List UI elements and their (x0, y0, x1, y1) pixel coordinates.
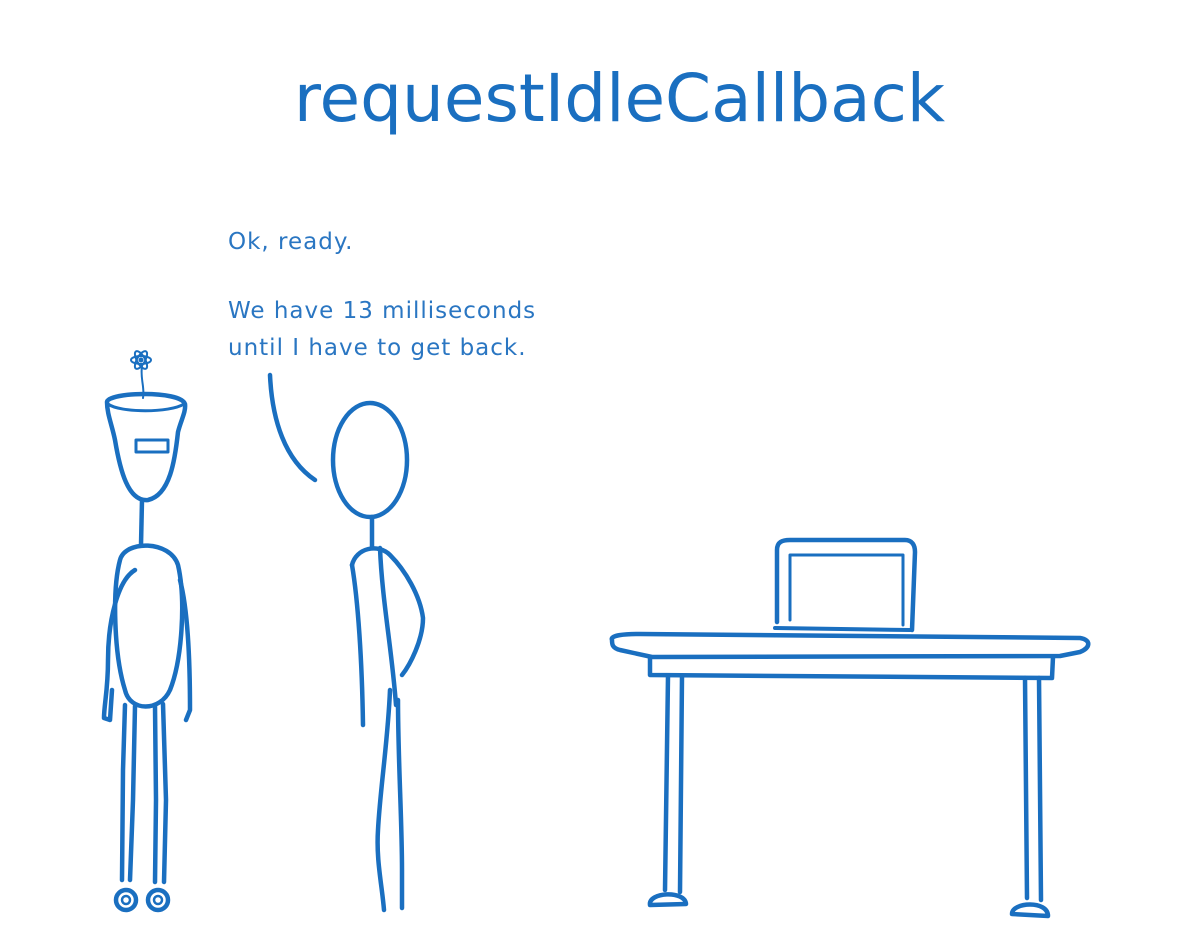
desk-with-laptop (609, 537, 1091, 919)
speech-text-time: We have 13 milliseconds until I have to … (228, 293, 536, 367)
person-figure (330, 400, 426, 913)
speech-pointer (267, 372, 318, 483)
speech-line-1: Ok, ready. (228, 229, 354, 255)
slide-title: requestIdleCallback (293, 60, 946, 137)
robot-figure (101, 350, 193, 913)
speech-line-2: We have 13 milliseconds (228, 298, 537, 324)
speech-line-3: until I have to get back. (228, 335, 527, 361)
speech-text-ready: Ok, ready. (228, 224, 353, 261)
atom-icon (130, 350, 152, 399)
laptop-icon (773, 537, 918, 633)
